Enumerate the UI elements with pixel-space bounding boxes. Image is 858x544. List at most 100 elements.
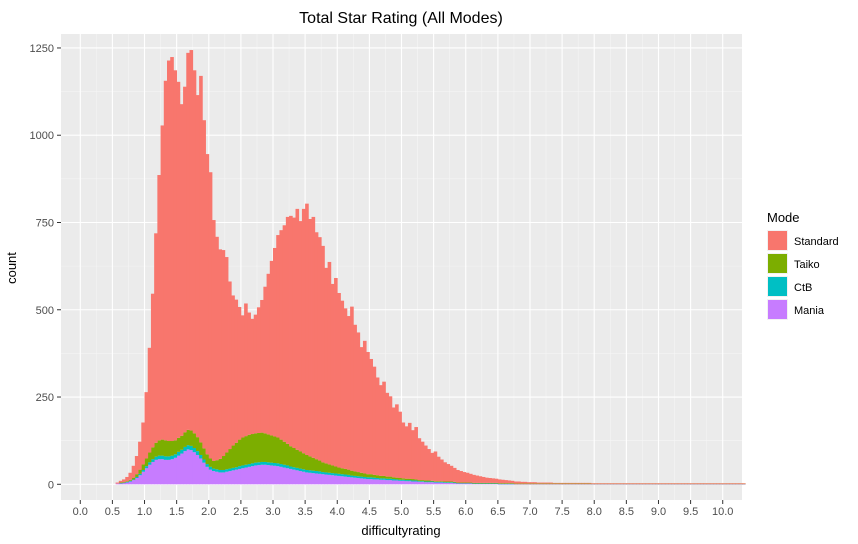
bar-standard [497, 479, 502, 484]
bar-standard [327, 261, 332, 465]
bar-mania [635, 483, 640, 485]
bar-mania [481, 483, 486, 485]
bar-mania [228, 471, 232, 485]
bar-mania [652, 483, 656, 485]
bar-standard [282, 225, 287, 442]
bar-taiko [154, 442, 158, 457]
bar-ctb [330, 473, 335, 476]
bar-mania [330, 475, 335, 485]
bar-ctb [430, 481, 435, 483]
y-tick-label: 1250 [30, 43, 54, 55]
y-axis-ticks: 0 250 500 750 1000 1250 [30, 43, 61, 491]
bar-mania [340, 476, 345, 485]
bar-taiko [481, 482, 486, 484]
bar-taiko [742, 483, 746, 485]
bar-mania [423, 482, 428, 485]
bar-taiko [494, 482, 499, 484]
bar-taiko [713, 483, 717, 485]
bar-taiko [273, 436, 277, 463]
bar-mania [684, 483, 688, 485]
bar-ctb [305, 469, 309, 473]
bar-taiko [247, 434, 251, 465]
bar-taiko [224, 452, 229, 470]
bar-mania [494, 483, 499, 485]
bar-taiko [539, 483, 544, 485]
bar-ctb [382, 478, 386, 480]
bar-ctb [301, 469, 306, 472]
bar-taiko [353, 471, 357, 476]
bar-taiko [510, 483, 515, 484]
bar-standard [680, 483, 685, 484]
bar-mania [465, 483, 470, 485]
bar-taiko [488, 482, 492, 484]
bar-standard [459, 471, 463, 483]
bar-mania [179, 453, 184, 485]
bar-taiko [420, 480, 425, 482]
bar-mania [513, 483, 518, 485]
bar-standard [356, 332, 361, 473]
bar-standard [655, 483, 659, 484]
bar-taiko [542, 483, 547, 485]
bar-taiko [520, 483, 524, 485]
bar-mania [735, 483, 740, 485]
bar-ctb [369, 477, 373, 480]
bar-standard [202, 120, 206, 449]
bar-ctb [167, 456, 171, 460]
bar-standard [372, 366, 377, 475]
bar-ctb [366, 477, 370, 480]
bar-mania [337, 475, 341, 485]
bar-taiko [423, 480, 428, 482]
bar-taiko [385, 476, 390, 479]
bar-standard [664, 483, 669, 484]
bar-ctb [465, 482, 470, 484]
bar-ctb [359, 476, 364, 479]
bar-standard [131, 465, 136, 478]
bar-ctb [488, 483, 492, 484]
bar-mania [703, 483, 708, 485]
bar-ctb [375, 478, 380, 480]
bar-taiko [295, 449, 300, 468]
bar-ctb [199, 454, 203, 459]
bar-mania [311, 473, 316, 485]
bar-mania [449, 482, 454, 485]
bar-standard [221, 250, 226, 457]
bar-standard [192, 70, 197, 434]
bar-standard [742, 483, 746, 484]
bar-mania [729, 483, 733, 485]
bar-ctb [475, 483, 479, 484]
bar-taiko [202, 448, 206, 460]
bar-mania [115, 483, 120, 485]
y-tick-label: 500 [36, 305, 54, 317]
bar-taiko [581, 483, 585, 485]
bar-mania [488, 483, 492, 485]
legend-swatch-taiko [768, 254, 787, 273]
bar-taiko [449, 481, 454, 483]
bar-standard [690, 483, 695, 484]
bar-mania [427, 482, 431, 485]
bar-taiko [231, 445, 235, 468]
bar-standard [411, 430, 415, 480]
bar-ctb [160, 455, 165, 460]
chart-title: Total Star Rating (All Modes) [299, 10, 503, 27]
bar-ctb [491, 483, 496, 484]
bar-ctb [266, 462, 271, 466]
bar-standard [629, 483, 634, 484]
bar-standard [150, 293, 155, 448]
bar-standard [674, 483, 679, 484]
bar-taiko [491, 482, 496, 484]
bar-mania [571, 483, 576, 485]
bar-ctb [452, 482, 457, 484]
bar-taiko [629, 483, 634, 485]
bar-ctb [154, 456, 158, 460]
bar-standard [568, 482, 573, 484]
bar-ctb [446, 482, 451, 483]
bar-taiko [468, 482, 473, 484]
bar-taiko [372, 474, 377, 478]
bar-ctb [128, 480, 133, 482]
bar-mania [485, 483, 489, 485]
bar-taiko [497, 483, 502, 484]
bar-mania [417, 481, 422, 485]
bar-mania [138, 475, 142, 485]
bar-mania [186, 449, 190, 485]
bar-taiko [690, 483, 695, 485]
